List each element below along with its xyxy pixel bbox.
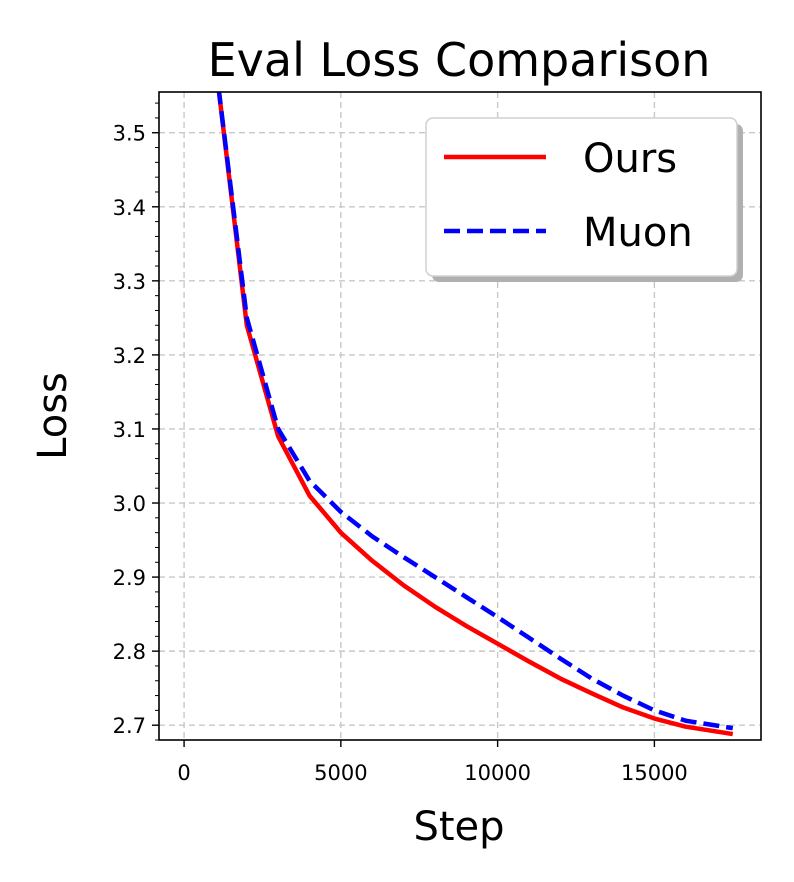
plot-frame [158, 91, 762, 741]
y-axis-title: Loss [30, 372, 76, 460]
y-tick-label: 3.3 [113, 270, 146, 294]
legend-label-muon: Muon [583, 210, 693, 256]
y-tick-label: 3.2 [113, 344, 146, 368]
y-axis: 2.7 2.8 2.9 3.0 3.1 3.2 3.3 3.4 3.5 [113, 102, 159, 741]
x-tick-label: 5000 [314, 761, 367, 785]
chart-title: Eval Loss Comparison [208, 33, 711, 87]
series-line-muon [216, 92, 734, 731]
y-tick-label: 2.8 [113, 640, 146, 664]
y-tick-label: 2.7 [113, 714, 146, 738]
legend: Ours Muon [425, 117, 743, 282]
y-tick-label: 3.4 [113, 196, 146, 220]
x-tick-label: 15000 [621, 761, 688, 785]
series-line-ours [216, 92, 734, 737]
x-axis-title: Step [413, 804, 504, 850]
y-tick-label: 3.5 [113, 122, 146, 146]
y-tick-label: 3.1 [113, 418, 146, 442]
x-axis: 0 5000 10000 15000 [177, 740, 688, 785]
x-tick-label: 0 [177, 761, 190, 785]
series-layer [216, 92, 734, 737]
y-tick-label: 3.0 [113, 492, 146, 516]
y-tick-label: 2.9 [113, 566, 146, 590]
legend-label-ours: Ours [583, 136, 677, 182]
x-tick-label: 10000 [464, 761, 531, 785]
